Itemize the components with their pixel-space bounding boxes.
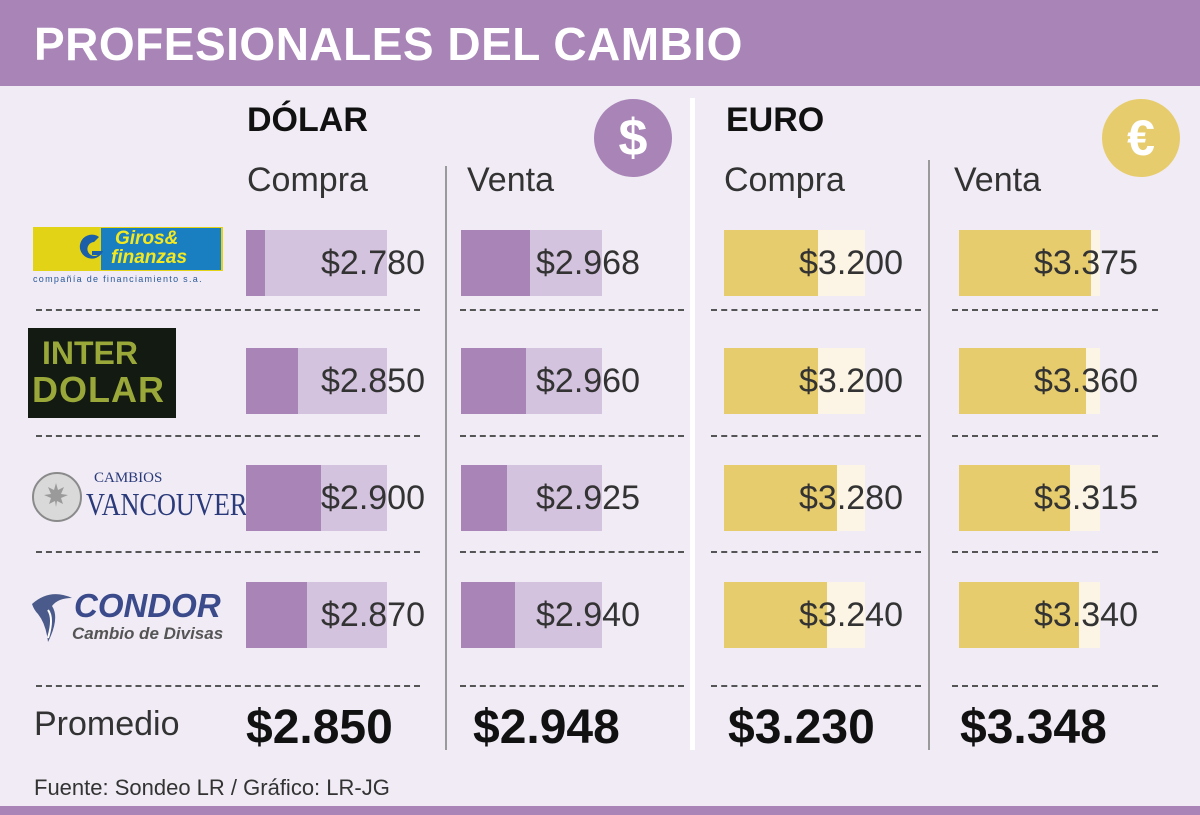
logo-inter-dolar: INTER DOLAR [28, 328, 176, 418]
bar-fill-euro-venta [959, 348, 1086, 414]
bar-cell-dolar-venta: $2.940 [461, 582, 640, 648]
bar-cell-euro-compra: $3.240 [724, 582, 903, 648]
bar-fill-euro-compra [724, 230, 818, 296]
bar-fill-euro-compra [724, 465, 837, 531]
bar-fill-euro-venta [959, 582, 1079, 648]
bar-value-label: $3.360 [1034, 362, 1138, 400]
logo-cambios-vancouver: CAMBIOS VANCOUVER [32, 468, 247, 528]
bar-cell-euro-compra: $3.200 [724, 348, 903, 414]
logo-giros-finanzas: Giros& finanzas compañía de financiamien… [33, 227, 223, 289]
bar-cell-euro-venta: $3.360 [959, 348, 1138, 414]
dollar-coin-icon: $ [594, 99, 672, 177]
row-separator [36, 435, 420, 437]
bar-cell-dolar-compra: $2.870 [246, 582, 425, 648]
row-separator [952, 435, 1158, 437]
logo-condor: CONDOR Cambio de Divisas [30, 588, 230, 646]
bar-value-label: $2.960 [536, 362, 640, 400]
row-separator [711, 309, 921, 311]
bar-fill-euro-venta [959, 465, 1070, 531]
bar-fill-dolar-venta [461, 465, 507, 531]
bar-cell-dolar-venta: $2.968 [461, 230, 640, 296]
divider-main [690, 98, 695, 750]
bottom-rule [0, 806, 1200, 815]
col-head-euro-compra: Compra [724, 161, 845, 199]
bar-value-label: $3.280 [799, 479, 903, 517]
row-separator [711, 435, 921, 437]
bar-cell-euro-venta: $3.375 [959, 230, 1138, 296]
bar-fill-euro-compra [724, 582, 827, 648]
divider-euro [928, 160, 930, 750]
bar-value-label: $3.340 [1034, 596, 1138, 634]
bar-value-label: $2.940 [536, 596, 640, 634]
promedio-label: Promedio [34, 705, 180, 743]
bar-value-label: $3.200 [799, 244, 903, 282]
row-separator [952, 309, 1158, 311]
col-head-dolar-compra: Compra [247, 161, 368, 199]
bar-cell-euro-venta: $3.340 [959, 582, 1138, 648]
row-separator [36, 685, 420, 687]
bar-value-label: $2.780 [321, 244, 425, 282]
bar-cell-euro-compra: $3.200 [724, 230, 903, 296]
bar-fill-euro-venta [959, 230, 1091, 296]
section-title-euro: EURO [726, 101, 825, 139]
row-separator [711, 685, 921, 687]
bar-value-label: $2.870 [321, 596, 425, 634]
page-title: PROFESIONALES DEL CAMBIO [34, 18, 743, 70]
bar-value-label: $3.240 [799, 596, 903, 634]
bar-fill-dolar-venta [461, 348, 526, 414]
bar-fill-dolar-compra [246, 582, 307, 648]
euro-coin-icon: € [1102, 99, 1180, 177]
col-head-dolar-venta: Venta [467, 161, 554, 199]
row-separator [460, 685, 684, 687]
bar-fill-dolar-venta [461, 230, 530, 296]
bar-cell-dolar-venta: $2.960 [461, 348, 640, 414]
bar-value-label: $3.200 [799, 362, 903, 400]
divider-dolar [445, 166, 447, 750]
bar-fill-dolar-compra [246, 230, 265, 296]
bar-value-label: $3.375 [1034, 244, 1138, 282]
bar-cell-dolar-compra: $2.780 [246, 230, 425, 296]
bar-cell-euro-compra: $3.280 [724, 465, 903, 531]
bar-cell-dolar-compra: $2.900 [246, 465, 425, 531]
bar-value-label: $3.315 [1034, 479, 1138, 517]
avg-euro-compra: $3.230 [728, 701, 875, 754]
row-separator [460, 309, 684, 311]
avg-euro-venta: $3.348 [960, 701, 1107, 754]
bar-cell-dolar-venta: $2.925 [461, 465, 640, 531]
row-separator [952, 551, 1158, 553]
section-title-dolar: DÓLAR [247, 101, 368, 139]
row-separator [460, 435, 684, 437]
col-head-euro-venta: Venta [954, 161, 1041, 199]
header-bar: PROFESIONALES DEL CAMBIO [0, 0, 1200, 86]
bar-fill-dolar-venta [461, 582, 515, 648]
row-separator [36, 551, 420, 553]
avg-dolar-venta: $2.948 [473, 701, 620, 754]
bar-fill-dolar-compra [246, 465, 321, 531]
row-separator [460, 551, 684, 553]
bar-value-label: $2.850 [321, 362, 425, 400]
avg-dolar-compra: $2.850 [246, 701, 393, 754]
row-separator [36, 309, 420, 311]
row-separator [952, 685, 1158, 687]
row-separator [711, 551, 921, 553]
bar-value-label: $2.968 [536, 244, 640, 282]
bar-fill-dolar-compra [246, 348, 298, 414]
bar-value-label: $2.900 [321, 479, 425, 517]
bar-fill-euro-compra [724, 348, 818, 414]
bar-cell-dolar-compra: $2.850 [246, 348, 425, 414]
bar-cell-euro-venta: $3.315 [959, 465, 1138, 531]
source-note: Fuente: Sondeo LR / Gráfico: LR-JG [34, 775, 390, 800]
bar-value-label: $2.925 [536, 479, 640, 517]
